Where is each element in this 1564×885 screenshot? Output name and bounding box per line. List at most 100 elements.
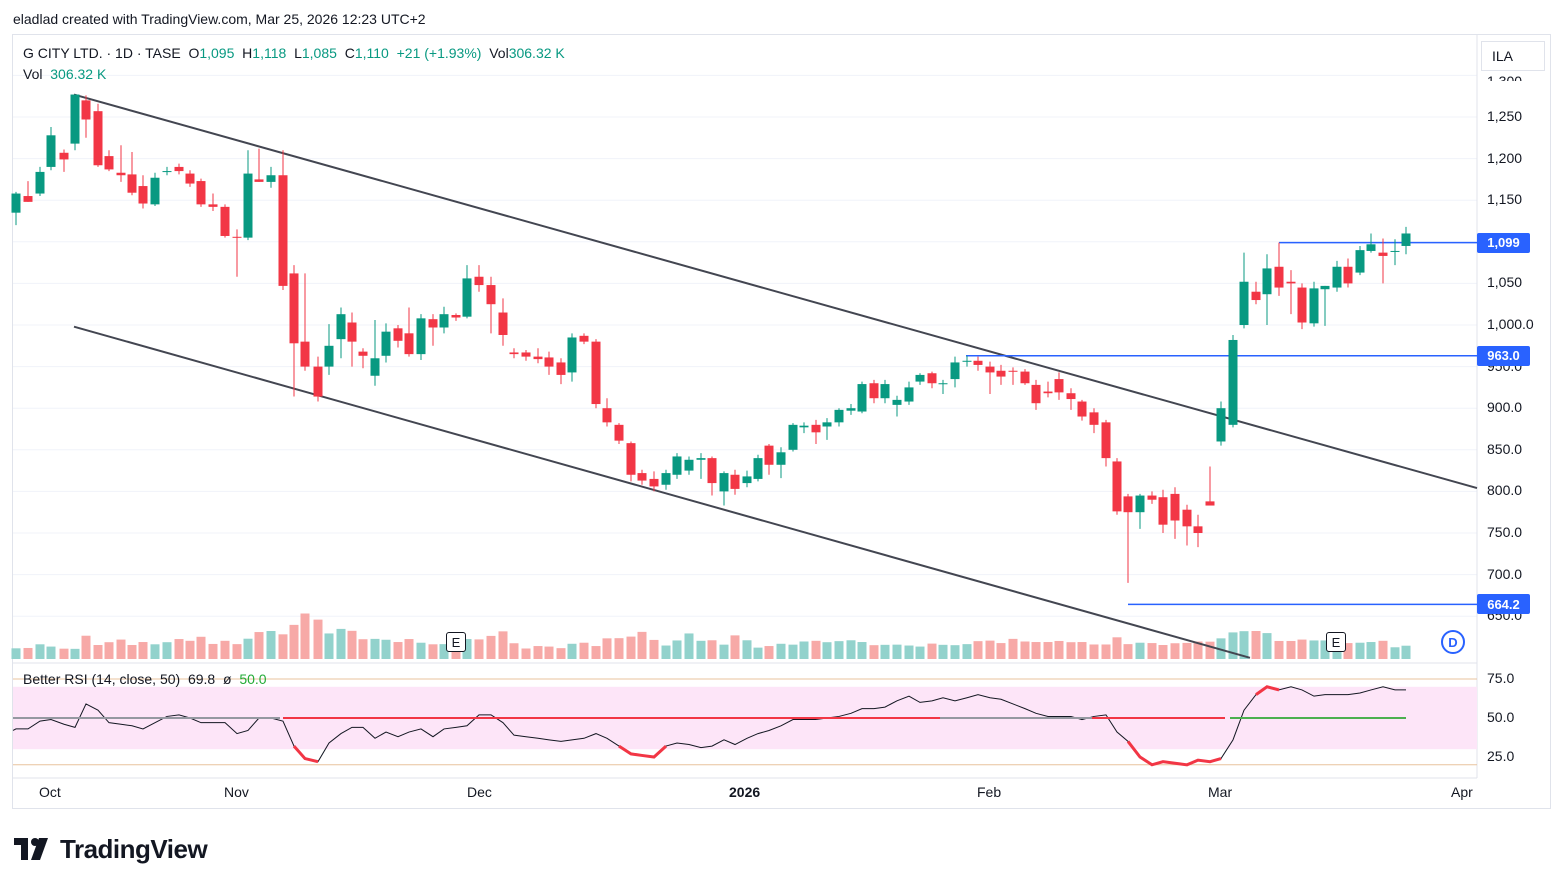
volume-bar <box>567 643 577 659</box>
volume-bar <box>324 633 334 659</box>
volume-bar <box>439 644 449 659</box>
candle-body <box>474 276 484 286</box>
volume-bar <box>1123 644 1133 659</box>
price-level-badge[interactable]: 963.0 <box>1477 345 1530 366</box>
volume-bar <box>289 624 299 659</box>
candle-body <box>1008 370 1018 372</box>
candle-body <box>1043 391 1053 394</box>
candle-body <box>1262 268 1272 295</box>
candle-body <box>869 383 879 399</box>
volume-bar <box>1158 645 1168 659</box>
candle-body <box>1112 461 1122 512</box>
candle-body <box>1216 408 1226 442</box>
candle-body <box>1309 288 1319 324</box>
candle-body <box>393 328 403 341</box>
volume-bar <box>1008 638 1018 659</box>
volume-bar <box>776 643 786 659</box>
earnings-marker[interactable]: E <box>1326 632 1346 652</box>
chart-frame <box>12 34 1551 809</box>
volume-bar <box>1401 645 1411 659</box>
candle-body <box>289 273 299 344</box>
tradingview-logo[interactable]: TradingView <box>14 834 208 865</box>
volume-bar <box>1228 632 1238 659</box>
attribution-text: eladlad created with TradingView.com, Ma… <box>13 11 426 27</box>
candle-body <box>1077 401 1087 417</box>
candle-body <box>985 366 995 373</box>
candle-body <box>59 152 69 160</box>
channel-upper-line <box>73 93 1478 490</box>
volume-bar <box>243 638 253 659</box>
volume-bar <box>138 642 148 659</box>
candle-body <box>1054 379 1064 393</box>
rsi-sep: ø <box>223 671 232 687</box>
volume-bar <box>1193 641 1203 659</box>
candle-body <box>498 312 508 335</box>
vol-value: 306.32 K <box>508 45 565 61</box>
ohlc-legend: G CITY LTD. · 1D · TASE O1,095 H1,118 L1… <box>23 45 565 61</box>
price-axis-label: 1,050 <box>1487 274 1523 291</box>
low-label: L <box>294 45 302 61</box>
volume-bar <box>1077 642 1087 659</box>
candle-body <box>556 362 566 375</box>
candle-body <box>973 360 983 365</box>
volume-bar <box>544 646 554 659</box>
candle-body <box>637 473 647 481</box>
price-level-badge[interactable]: 1,099 <box>1477 232 1530 253</box>
earnings-marker[interactable]: E <box>446 632 466 652</box>
volume-bar <box>719 644 729 659</box>
rsi-name: Better RSI (14, close, 50) <box>23 671 181 687</box>
candle-body <box>533 356 543 360</box>
volume-bar <box>81 635 91 659</box>
candle-body <box>232 236 242 238</box>
candle-body <box>116 172 126 176</box>
candle-body <box>1205 501 1215 506</box>
candle-body <box>822 422 832 427</box>
volume-bar <box>1251 631 1261 659</box>
volume-bar <box>1147 643 1157 659</box>
candle-body <box>127 174 137 193</box>
dividend-marker[interactable]: D <box>1441 630 1465 654</box>
candle-body <box>567 337 577 373</box>
candle-body <box>1343 266 1353 284</box>
candle-body <box>579 335 589 342</box>
volume-bar <box>358 639 368 659</box>
candle-body <box>208 204 218 207</box>
volume-bar <box>973 641 983 659</box>
volume-bar <box>1101 644 1111 659</box>
time-axis-label: Nov <box>224 784 249 800</box>
rsi-value: 69.8 <box>187 671 216 687</box>
candle-body <box>1378 252 1388 256</box>
candle-body <box>243 173 253 238</box>
candle-body <box>1401 233 1411 246</box>
volume-bar <box>208 643 218 659</box>
rsi-axis-label: 25.0 <box>1487 748 1515 764</box>
volume-legend-label: Vol <box>23 66 43 82</box>
volume-bar <box>174 639 184 659</box>
volume-bar <box>1020 641 1030 659</box>
volume-bar <box>556 648 566 659</box>
candle-body <box>880 384 890 399</box>
volume-bar <box>300 613 310 659</box>
candle-body <box>162 171 172 173</box>
volume-bar <box>278 634 288 659</box>
candle-body <box>266 175 276 182</box>
rsi-overbought-segment <box>1255 685 1280 696</box>
price-axis-label: 1,250 <box>1487 108 1523 124</box>
currency-selector[interactable]: ILA <box>1481 41 1545 71</box>
volume-bar <box>892 644 902 659</box>
candle-body <box>1123 496 1133 513</box>
candle-body <box>220 206 230 236</box>
candle-body <box>336 314 346 340</box>
candle-body <box>416 318 426 355</box>
candle-body <box>1366 244 1376 251</box>
price-level-badge[interactable]: 664.2 <box>1477 594 1530 615</box>
close-value: 1,110 <box>354 45 389 61</box>
volume-bar <box>393 642 403 659</box>
candle-body <box>11 193 21 213</box>
candle-body <box>1182 509 1192 527</box>
volume-bar <box>498 631 508 659</box>
volume-bar <box>742 640 752 659</box>
volume-bar <box>1274 640 1284 659</box>
volume-bar <box>1031 642 1041 659</box>
